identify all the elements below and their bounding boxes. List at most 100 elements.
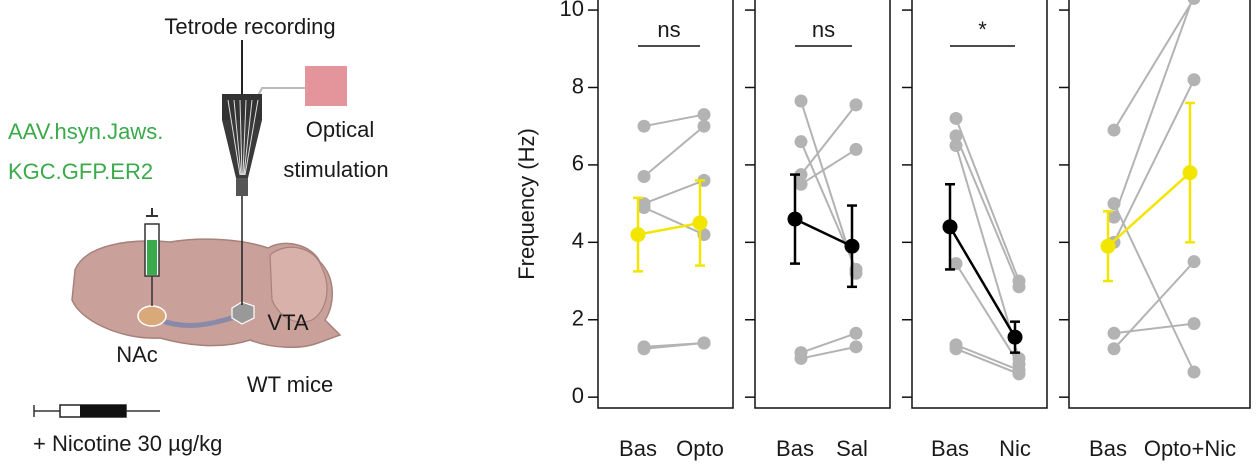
x-tick-label: Bas bbox=[619, 436, 657, 461]
pair-line bbox=[1113, 0, 1194, 218]
pair-line bbox=[800, 345, 857, 360]
x-tick-label: Bas bbox=[776, 436, 814, 461]
mean-point bbox=[787, 211, 803, 227]
x-tick-label: Sal bbox=[836, 436, 868, 461]
subject-point bbox=[849, 142, 863, 156]
mean-point bbox=[692, 215, 708, 231]
schematic-title: Tetrode recording bbox=[164, 14, 335, 39]
subject-point bbox=[849, 340, 863, 354]
tetrode bbox=[222, 94, 262, 120]
mean-point bbox=[1182, 165, 1198, 181]
virus-label: AAV.hsyn.Jaws. bbox=[8, 119, 163, 144]
subject-point bbox=[794, 351, 808, 365]
subject-point bbox=[637, 342, 651, 356]
cerebellum bbox=[269, 246, 328, 323]
subject-point bbox=[1187, 317, 1201, 331]
subject-point bbox=[697, 108, 711, 122]
pair-line bbox=[1113, 79, 1195, 243]
panel-frame bbox=[597, 0, 734, 409]
pair-line bbox=[643, 125, 705, 178]
pair-line bbox=[955, 343, 1020, 371]
x-tick-label: Nic bbox=[999, 436, 1031, 461]
subject-point bbox=[697, 336, 711, 350]
subject-point bbox=[794, 177, 808, 191]
x-tick-label: Opto bbox=[676, 436, 724, 461]
subject-point bbox=[1187, 365, 1201, 379]
subject-point bbox=[949, 257, 963, 271]
subject-point bbox=[794, 94, 808, 108]
pair-line bbox=[955, 145, 1020, 359]
subject-point bbox=[637, 200, 651, 214]
y-tick-label: 0 bbox=[572, 383, 584, 408]
mean-point bbox=[1007, 329, 1023, 345]
mean-point bbox=[630, 227, 646, 243]
mean-line bbox=[637, 221, 701, 236]
subject-point bbox=[949, 111, 963, 125]
optical-label: stimulation bbox=[283, 157, 388, 182]
pair-line bbox=[643, 113, 705, 128]
plot-area bbox=[1100, 0, 1201, 379]
pair-line bbox=[955, 135, 1020, 288]
subject-point bbox=[1107, 123, 1121, 137]
subject-point bbox=[1187, 0, 1201, 5]
pair-line bbox=[955, 347, 1020, 375]
subject-point bbox=[949, 342, 963, 356]
panel: 0 2 4 6 8 10 Frequency (Hz) Bas Opto ns bbox=[514, 0, 734, 461]
subject-point bbox=[794, 135, 808, 149]
projection bbox=[159, 313, 239, 329]
subject-point bbox=[794, 168, 808, 182]
subject-point bbox=[1107, 326, 1121, 340]
panel: Bas Nic * bbox=[902, 0, 1048, 461]
panel-frame bbox=[1068, 0, 1251, 409]
panel-frame bbox=[754, 0, 891, 409]
subject-point bbox=[849, 98, 863, 112]
subject-point bbox=[1187, 255, 1201, 269]
subject-point bbox=[1012, 280, 1026, 294]
significance-label: ns bbox=[812, 17, 835, 42]
subject-point bbox=[1107, 197, 1121, 211]
tetrode bbox=[236, 178, 248, 196]
virus-label: KGC.GFP.ER2 bbox=[8, 159, 153, 184]
x-tick-label: Bas bbox=[1089, 436, 1127, 461]
subject-point bbox=[1012, 367, 1026, 381]
mean-line bbox=[948, 226, 1017, 338]
subject-point bbox=[949, 139, 963, 153]
x-tick-label: Bas bbox=[931, 436, 969, 461]
y-axis-label: Frequency (Hz) bbox=[514, 128, 539, 280]
fiber bbox=[257, 87, 305, 97]
nicotine-syringe bbox=[33, 404, 160, 418]
tetrode-wires bbox=[227, 99, 259, 176]
light-source bbox=[305, 66, 347, 106]
plot-area bbox=[630, 108, 711, 356]
plot-area bbox=[787, 94, 863, 365]
y-tick-label: 6 bbox=[572, 151, 584, 176]
plot-area bbox=[942, 111, 1026, 381]
pair-line bbox=[800, 332, 857, 354]
pair-line bbox=[1113, 261, 1195, 350]
y-tick-label: 8 bbox=[572, 73, 584, 98]
pair-line bbox=[955, 118, 1020, 282]
syringe bbox=[147, 240, 157, 275]
y-tick-label: 2 bbox=[572, 306, 584, 331]
y-tick-label: 10 bbox=[560, 0, 584, 21]
vta-label: VTA bbox=[267, 310, 308, 335]
pair-line bbox=[1113, 203, 1195, 373]
pair-line bbox=[800, 104, 857, 176]
pair-line bbox=[1113, 0, 1195, 131]
pair-line bbox=[955, 263, 1020, 365]
nac-label: NAc bbox=[116, 342, 158, 367]
subject-point bbox=[849, 326, 863, 340]
panel-frame bbox=[911, 0, 1048, 409]
significance-label: * bbox=[978, 17, 987, 42]
pair-line bbox=[643, 206, 705, 236]
subject-point bbox=[949, 129, 963, 143]
subject-point bbox=[637, 170, 651, 184]
drug-label: + Nicotine 30 µg/kg bbox=[33, 431, 222, 456]
significance-label: ns bbox=[657, 17, 680, 42]
panel: Bas Opto+Nic bbox=[1059, 0, 1251, 461]
pair-line bbox=[1113, 322, 1195, 335]
mean-point bbox=[1100, 238, 1116, 254]
mean-point bbox=[942, 219, 958, 235]
optical-label: Optical bbox=[306, 117, 374, 142]
x-tick-label: Opto+Nic bbox=[1144, 436, 1236, 461]
